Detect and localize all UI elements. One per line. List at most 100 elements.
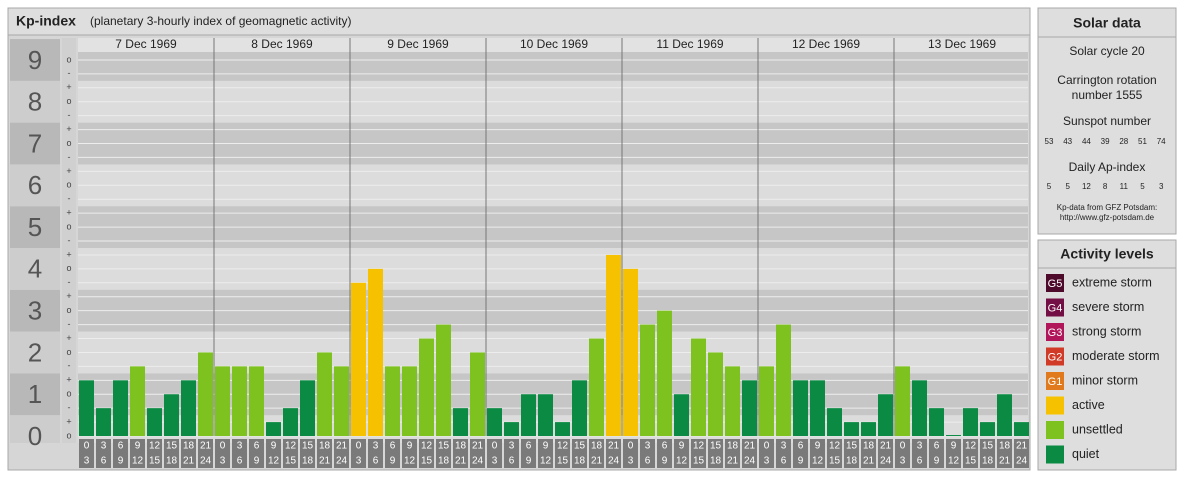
legend-swatch (1046, 372, 1064, 390)
hour-label: 9 (934, 456, 940, 467)
hour-box (215, 439, 230, 468)
bar (266, 422, 281, 437)
source: http://www.gfz-potsdam.de (1060, 213, 1155, 222)
hour-label: 21 (744, 441, 756, 452)
hour-box (997, 439, 1012, 468)
hour-label: 9 (271, 441, 277, 452)
y-tick-label: 4 (28, 254, 42, 284)
hour-label: 21 (608, 441, 620, 452)
hour-label: 0 (84, 441, 90, 452)
bar (708, 352, 723, 437)
hour-label: 24 (1016, 456, 1028, 467)
bar (487, 408, 502, 437)
sunspot-value: 39 (1101, 137, 1110, 146)
hour-label: 15 (166, 441, 178, 452)
minor-tick-label: - (68, 110, 71, 120)
bar (181, 380, 196, 437)
hour-box (266, 439, 281, 468)
hour-label: 18 (302, 456, 314, 467)
bar (300, 380, 315, 437)
hour-label: 6 (254, 441, 260, 452)
bar (725, 366, 740, 437)
minor-tick-label: o (66, 389, 71, 399)
hour-label: 21 (183, 456, 195, 467)
hour-label: 9 (407, 441, 413, 452)
y-label-box (10, 164, 60, 207)
minor-tick-label: - (68, 403, 71, 413)
hour-label: 12 (132, 456, 144, 467)
ap-value: 3 (1159, 182, 1164, 191)
hour-label: 24 (744, 456, 756, 467)
bar (283, 408, 298, 437)
hour-label: 6 (781, 456, 787, 467)
hour-box (385, 439, 400, 468)
hour-label: 3 (492, 456, 498, 467)
hour-label: 3 (917, 441, 923, 452)
hour-box (334, 439, 349, 468)
legend-label: extreme storm (1072, 275, 1152, 289)
hour-label: 12 (812, 456, 824, 467)
minor-tick-label: + (66, 375, 71, 385)
hour-box (1014, 439, 1029, 468)
bar (878, 394, 893, 437)
bar (742, 380, 757, 437)
hour-label: 3 (509, 441, 515, 452)
minor-tick-label: + (66, 249, 71, 259)
hour-label: 9 (951, 441, 957, 452)
bar (980, 422, 995, 437)
bar (130, 366, 145, 437)
minor-tick-label: - (68, 235, 71, 245)
hour-label: 21 (1016, 441, 1028, 452)
hour-label: 6 (662, 441, 668, 452)
date-label: 12 Dec 1969 (792, 37, 860, 51)
bar (793, 380, 808, 437)
hour-label: 3 (373, 441, 379, 452)
hour-label: 24 (336, 456, 348, 467)
sunspot-value: 28 (1119, 137, 1128, 146)
hour-box (147, 439, 162, 468)
hour-box (113, 439, 128, 468)
legend-badge: G3 (1048, 327, 1063, 339)
hour-label: 12 (557, 441, 569, 452)
hour-label: 3 (356, 456, 362, 467)
hour-label: 24 (472, 456, 484, 467)
hour-label: 9 (390, 456, 396, 467)
hour-label: 9 (118, 456, 124, 467)
y-label-box (10, 331, 60, 374)
bar (419, 338, 434, 437)
hour-label: 18 (982, 456, 994, 467)
hour-label: 18 (863, 441, 875, 452)
y-label-box (10, 122, 60, 165)
hour-label: 21 (880, 441, 892, 452)
hour-label: 12 (285, 441, 297, 452)
minor-tick-label: o (66, 305, 71, 315)
hour-label: 3 (101, 441, 107, 452)
hour-label: 0 (356, 441, 362, 452)
solar-panel (1037, 7, 1177, 235)
ap-value: 5 (1065, 182, 1070, 191)
hour-label: 0 (764, 441, 770, 452)
sunspot-value: 44 (1082, 137, 1091, 146)
bar (895, 366, 910, 437)
hour-box (827, 439, 842, 468)
legend-swatch (1046, 298, 1064, 317)
y-label-box (10, 373, 60, 416)
hour-box (453, 439, 468, 468)
legend-badge: G4 (1048, 302, 1063, 314)
hour-label: 0 (220, 441, 226, 452)
hour-label: 15 (982, 441, 994, 452)
minor-tick-label: + (66, 333, 71, 343)
bar (963, 408, 978, 437)
legend-badge: G1 (1048, 376, 1063, 388)
hour-box (300, 439, 315, 468)
hour-box (283, 439, 298, 468)
hour-box (317, 439, 332, 468)
bar (827, 408, 842, 437)
hour-label: 3 (628, 456, 634, 467)
bar (572, 380, 587, 437)
legend-swatch (1046, 323, 1064, 341)
hour-label: 18 (183, 441, 195, 452)
solar-cycle: Solar cycle 20 (1069, 44, 1145, 58)
hour-label: 18 (574, 456, 586, 467)
